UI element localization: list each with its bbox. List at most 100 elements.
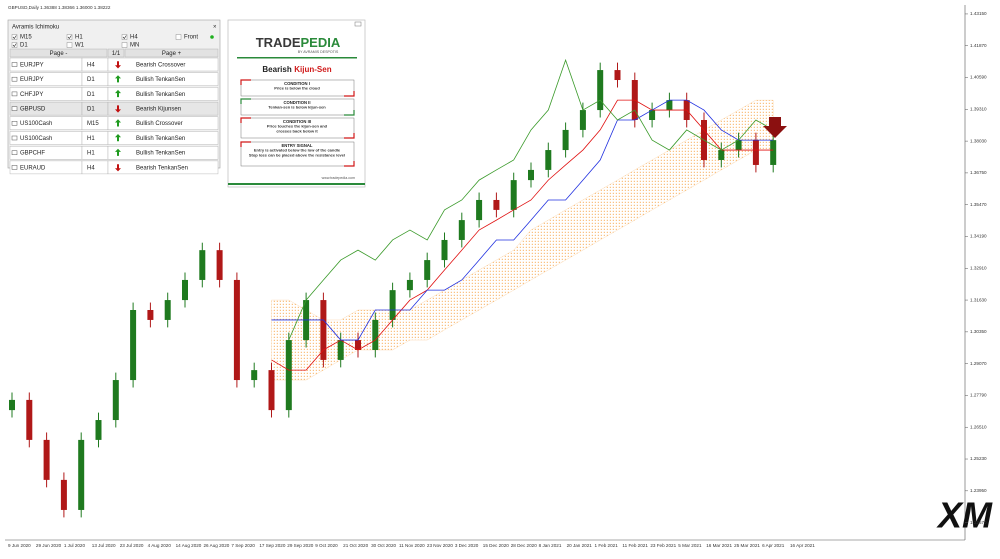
header-cell[interactable] (9, 48, 108, 58)
header-label: Page + (162, 51, 182, 57)
row-signal-cell (107, 145, 219, 160)
y-tick-label: 1.41870 (970, 43, 987, 48)
header-cell[interactable] (124, 48, 219, 58)
checkbox[interactable] (121, 42, 128, 48)
x-tick-label: 23 Feb 2021 (650, 543, 676, 548)
row-arrow (115, 164, 121, 172)
row-arrow (115, 75, 121, 83)
signal-arrow (763, 117, 787, 138)
brand: TRADEPEDIA (256, 35, 341, 50)
candle-body (372, 319, 379, 350)
indicator-line (271, 99, 774, 371)
checkbox-label: Front (184, 35, 198, 41)
footer-link: www.tradepedia.com (322, 176, 355, 180)
row-icon (11, 76, 18, 82)
heading-b: Kijun-Sen (294, 65, 331, 74)
x-tick-label: 16 Apr 2021 (790, 543, 815, 548)
row-tf-cell (81, 101, 109, 116)
condition-title: CONDITION III (283, 119, 311, 124)
row-arrow (115, 105, 121, 113)
x-tick-label: 4 Aug 2020 (148, 543, 172, 548)
checkbox-label: H4 (130, 35, 138, 41)
window-icon (354, 21, 362, 27)
y-tick-label: 1.22670 (970, 520, 987, 525)
row-arrow (115, 89, 121, 98)
header-label: 1/1 (112, 51, 121, 57)
row-icon (11, 121, 18, 126)
row-signal: Bullish TenkanSen (136, 151, 185, 157)
row-symbol: CHFJPY (20, 92, 43, 98)
row-signal: Bullish TenkanSen (136, 77, 185, 83)
candle-body (597, 70, 604, 111)
row-symbol: EURAUD (20, 165, 46, 171)
row-icon (11, 106, 18, 111)
row-signal-cell (107, 101, 219, 116)
candle-body (458, 220, 465, 240)
checkbox[interactable] (121, 34, 128, 40)
row-arrow (115, 148, 121, 156)
row-timeframe: H4 (87, 62, 95, 68)
row-signal: Bullish Crossover (136, 121, 183, 127)
row-icon (11, 62, 18, 67)
row-timeframe: D1 (87, 92, 95, 98)
checkbox[interactable] (11, 34, 18, 40)
checkbox-label: D1 (20, 43, 28, 49)
candle-body (770, 140, 777, 165)
x-tick-label: 29 Jun 2020 (36, 543, 62, 548)
x-tick-label: 30 Oct 2020 (371, 543, 396, 548)
candle-body (216, 250, 223, 280)
row-signal-cell (107, 131, 219, 145)
row-timeframe: D1 (87, 77, 95, 83)
condition-text: Stop loss can be placed above the resist… (249, 152, 345, 157)
checkmark (12, 43, 17, 47)
x-tick-label: 23 Nov 2020 (427, 543, 453, 548)
condition-accent (240, 98, 355, 116)
candle-body (26, 399, 33, 440)
row-tf-cell (81, 160, 109, 175)
condition-box (240, 79, 355, 97)
heading-a: Bearish (262, 65, 291, 74)
checkmark (67, 35, 72, 39)
candle-body (752, 140, 759, 165)
candle-body (164, 300, 171, 320)
checkbox[interactable] (175, 34, 182, 40)
checkbox-label: M15 (20, 35, 32, 41)
condition-accent (240, 79, 355, 97)
candle-body (130, 310, 137, 381)
candle-body (337, 340, 344, 360)
candle-body (233, 279, 240, 381)
row-signal-cell (107, 72, 219, 86)
candle-body (355, 340, 361, 350)
row-symbol: GBPUSD (20, 106, 46, 112)
indicator-line (288, 58, 774, 341)
y-tick-label: 1.29070 (970, 361, 987, 366)
close-button[interactable]: × (213, 25, 217, 31)
candle-body (95, 420, 102, 440)
row-timeframe: D1 (87, 106, 95, 112)
info-card: TRADEPEDIA BY AVRAMIS DESPOTIS Bearish Ki… (227, 19, 366, 188)
row-tf-cell (81, 87, 109, 101)
checkbox[interactable] (66, 34, 73, 40)
candle-body (718, 150, 725, 160)
candle-body (268, 370, 275, 411)
candle-body (112, 380, 119, 421)
checkbox[interactable] (11, 42, 18, 48)
bottom-bar (228, 183, 365, 185)
row-symbol: EURJPY (20, 62, 44, 68)
y-tick-label: 1.25230 (970, 456, 987, 461)
y-tick-label: 1.38030 (970, 138, 987, 143)
checkbox[interactable] (66, 42, 73, 48)
condition-accent (240, 117, 355, 139)
row-symbol: US100Cash (20, 121, 52, 127)
chart-header: GBPUSD,Daily 1.36388 1.38366 1.36000 1.3… (8, 5, 111, 10)
row-signal: Bullish TenkanSen (136, 136, 185, 142)
checkmark (122, 35, 127, 39)
row-tf-cell (81, 145, 109, 160)
condition-text: Price is below the cloud (274, 86, 320, 91)
row-icon (11, 165, 18, 170)
condition-text: Tenkan-sen is below kijun-sen (268, 105, 326, 110)
row-signal: Bearish Kijunsen (136, 106, 181, 112)
y-tick-label: 1.27790 (970, 393, 987, 398)
x-tick-label: 26 Aug 2020 (204, 543, 230, 548)
